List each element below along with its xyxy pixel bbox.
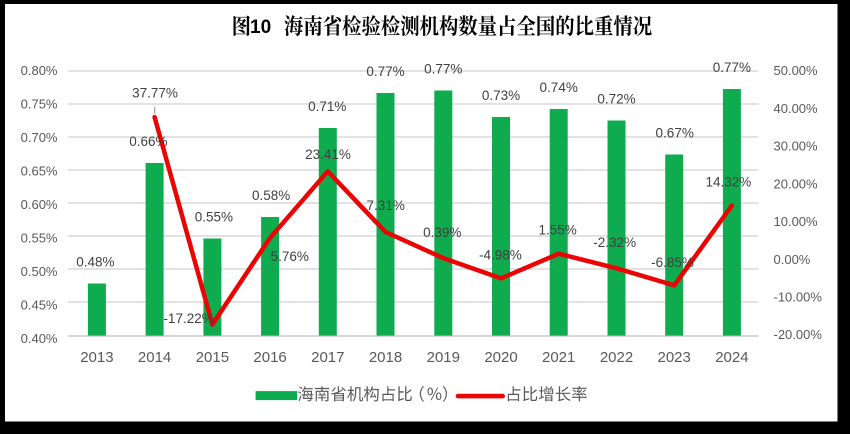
svg-text:2015: 2015	[196, 349, 229, 366]
svg-text:20.00%: 20.00%	[774, 176, 819, 191]
svg-text:0.70%: 0.70%	[21, 130, 58, 145]
svg-text:-4.98%: -4.98%	[479, 247, 522, 262]
svg-text:2022: 2022	[600, 349, 633, 366]
svg-text:14.32%: 14.32%	[706, 174, 752, 189]
svg-text:0.73%: 0.73%	[482, 88, 520, 103]
svg-text:2016: 2016	[253, 349, 286, 366]
svg-text:0.60%: 0.60%	[21, 197, 58, 212]
svg-text:0.45%: 0.45%	[21, 297, 58, 312]
svg-text:23.41%: 23.41%	[305, 147, 351, 162]
svg-text:0.74%: 0.74%	[540, 80, 578, 95]
svg-text:37.77%: 37.77%	[132, 85, 178, 100]
svg-text:0.77%: 0.77%	[366, 64, 404, 79]
svg-text:0.77%: 0.77%	[713, 60, 751, 75]
svg-text:10.00%: 10.00%	[774, 214, 819, 229]
svg-text:0.00%: 0.00%	[774, 252, 811, 267]
svg-text:2017: 2017	[311, 349, 344, 366]
svg-text:0.39%: 0.39%	[423, 225, 461, 240]
svg-text:0.71%: 0.71%	[308, 99, 346, 114]
svg-text:1.55%: 1.55%	[538, 222, 576, 237]
svg-text:2019: 2019	[427, 349, 460, 366]
svg-text:0.48%: 0.48%	[76, 254, 114, 269]
svg-text:2023: 2023	[658, 349, 691, 366]
svg-text:-20.00%: -20.00%	[774, 327, 823, 342]
svg-text:2020: 2020	[484, 349, 517, 366]
svg-text:0.65%: 0.65%	[21, 163, 58, 178]
svg-text:0.72%: 0.72%	[597, 91, 635, 106]
svg-text:50.00%: 50.00%	[774, 63, 819, 78]
svg-text:40.00%: 40.00%	[774, 101, 819, 116]
svg-text:0.55%: 0.55%	[195, 209, 233, 224]
svg-text:0.66%: 0.66%	[129, 134, 167, 149]
svg-text:0.75%: 0.75%	[21, 96, 58, 111]
svg-text:0.58%: 0.58%	[252, 188, 290, 203]
svg-text:10: 10	[250, 17, 271, 38]
svg-text:-10.00%: -10.00%	[774, 290, 823, 305]
svg-text:0.67%: 0.67%	[656, 125, 694, 140]
svg-text:2021: 2021	[542, 349, 575, 366]
svg-text:2024: 2024	[715, 349, 748, 366]
svg-text:-6.85%: -6.85%	[651, 255, 694, 270]
svg-text:0.55%: 0.55%	[21, 230, 58, 245]
svg-text:2013: 2013	[80, 349, 113, 366]
svg-text:2018: 2018	[369, 349, 402, 366]
svg-text:0.40%: 0.40%	[21, 331, 58, 346]
svg-text:0.50%: 0.50%	[21, 264, 58, 279]
svg-text:0.77%: 0.77%	[424, 61, 462, 76]
svg-text:30.00%: 30.00%	[774, 139, 819, 154]
svg-text:5.76%: 5.76%	[271, 249, 309, 264]
svg-text:2014: 2014	[138, 349, 171, 366]
svg-text:-2.32%: -2.32%	[593, 235, 636, 250]
svg-text:0.80%: 0.80%	[21, 63, 58, 78]
svg-text:7.31%: 7.31%	[367, 198, 405, 213]
svg-text:-17.22%: -17.22%	[163, 311, 213, 326]
